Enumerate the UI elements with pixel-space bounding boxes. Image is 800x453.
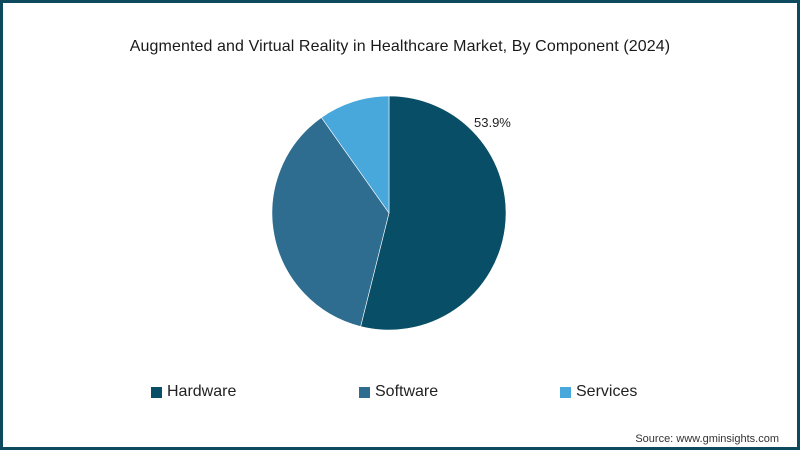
pie-slice-software: [271, 117, 390, 327]
legend-label: Services: [576, 383, 638, 400]
hardware-data-label: 53.9%: [474, 115, 511, 130]
pie-slice-services: [321, 95, 390, 214]
legend-swatch-services: [560, 386, 571, 398]
source-note: Source: www.gminsights.com: [635, 433, 779, 445]
chart-title: Augmented and Virtual Reality in Healthc…: [129, 38, 671, 55]
legend-swatch-software: [359, 386, 370, 398]
pie-chart: [271, 95, 507, 331]
legend: Hardware Software Services: [3, 383, 800, 405]
pie-slice-hardware: [360, 95, 507, 331]
legend-item-software: Software: [359, 383, 438, 401]
legend-item-hardware: Hardware: [151, 383, 236, 401]
legend-label: Software: [375, 383, 439, 400]
legend-item-services: Services: [560, 383, 637, 401]
legend-label: Hardware: [167, 383, 237, 400]
legend-swatch-hardware: [151, 386, 162, 398]
